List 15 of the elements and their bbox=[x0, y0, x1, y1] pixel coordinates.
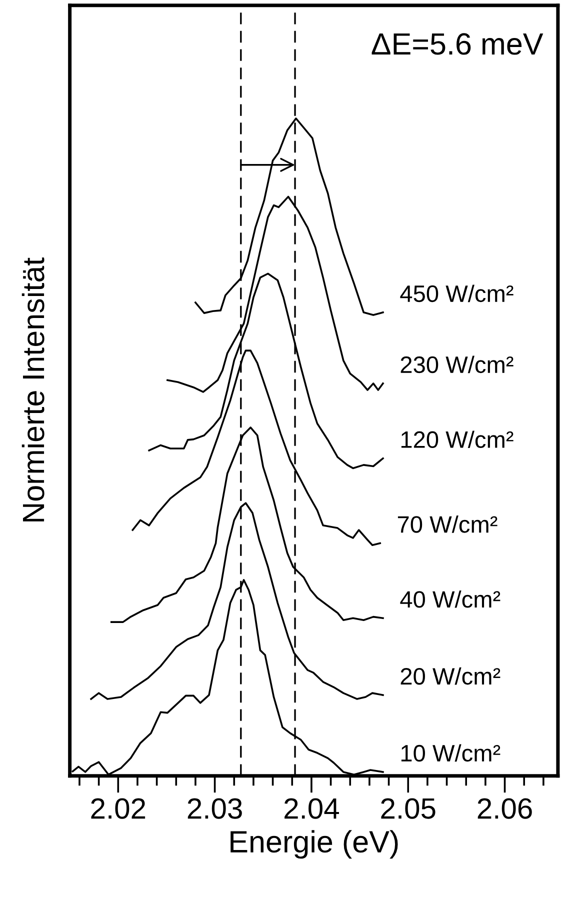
series-label: 10 W/cm² bbox=[401, 744, 500, 762]
x-tick-label: 2.02 bbox=[91, 798, 146, 819]
y-axis-title: Normierte Intensität bbox=[22, 258, 44, 522]
series-label: 40 W/cm² bbox=[400, 590, 500, 608]
series-label: 230 W/cm² bbox=[400, 356, 514, 374]
series-label: 70 W/cm² bbox=[398, 516, 498, 533]
series-label: 120 W/cm² bbox=[401, 430, 514, 448]
x-tick-label: 2.04 bbox=[284, 798, 339, 819]
x-axis-title: Energie (eV) bbox=[230, 830, 398, 859]
x-tick-label: 2.03 bbox=[188, 798, 242, 819]
x-tick-label: 2.06 bbox=[478, 798, 532, 819]
series-label: 450 W/cm² bbox=[400, 284, 514, 302]
text: ΔE=5.6 meV bbox=[372, 33, 544, 55]
series-label: 20 W/cm² bbox=[400, 667, 500, 685]
x-tick-label: 2.05 bbox=[381, 798, 436, 819]
